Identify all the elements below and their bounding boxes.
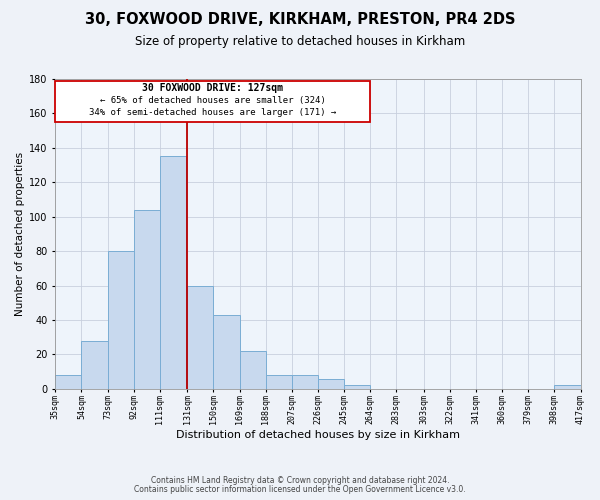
Bar [554, 386, 581, 389]
Y-axis label: Number of detached properties: Number of detached properties [15, 152, 25, 316]
Bar [160, 156, 186, 389]
Bar [82, 340, 107, 389]
Bar [239, 351, 266, 389]
Text: Contains public sector information licensed under the Open Government Licence v3: Contains public sector information licen… [134, 485, 466, 494]
Bar [214, 315, 239, 389]
Text: Contains HM Land Registry data © Crown copyright and database right 2024.: Contains HM Land Registry data © Crown c… [151, 476, 449, 485]
Text: Size of property relative to detached houses in Kirkham: Size of property relative to detached ho… [135, 35, 465, 48]
Text: 30 FOXWOOD DRIVE: 127sqm: 30 FOXWOOD DRIVE: 127sqm [142, 84, 283, 94]
X-axis label: Distribution of detached houses by size in Kirkham: Distribution of detached houses by size … [176, 430, 460, 440]
Bar [55, 375, 82, 389]
FancyBboxPatch shape [55, 80, 370, 122]
Bar [344, 386, 370, 389]
Text: 30, FOXWOOD DRIVE, KIRKHAM, PRESTON, PR4 2DS: 30, FOXWOOD DRIVE, KIRKHAM, PRESTON, PR4… [85, 12, 515, 28]
Text: ← 65% of detached houses are smaller (324): ← 65% of detached houses are smaller (32… [100, 96, 326, 105]
Bar [187, 286, 214, 389]
Bar [266, 375, 292, 389]
Bar [107, 251, 134, 389]
Text: 34% of semi-detached houses are larger (171) →: 34% of semi-detached houses are larger (… [89, 108, 337, 117]
Bar [292, 375, 318, 389]
Bar [318, 378, 344, 389]
Bar [134, 210, 160, 389]
